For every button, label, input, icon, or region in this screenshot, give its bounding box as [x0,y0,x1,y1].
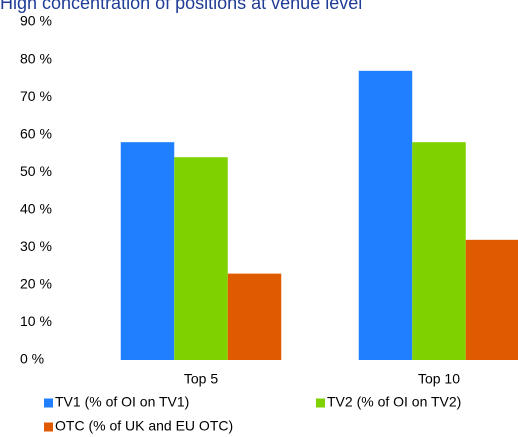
legend-label: TV1 (% of OI on TV1) [55,394,189,410]
x-tick-label: Top 10 [418,371,460,387]
y-tick-label: 30 % [20,238,52,254]
x-tick-label: Top 5 [184,371,218,387]
legend-swatch [44,422,53,432]
bar [227,273,282,360]
y-tick-label: 70 % [20,88,52,104]
y-tick-label: 40 % [20,200,52,216]
bar [412,142,466,360]
chart-title: High concentration of positions at venue… [0,0,362,13]
bar [465,239,518,360]
legend-swatch [44,398,53,408]
y-tick-label: 60 % [20,125,52,141]
legend-label: OTC (% of UK and EU OTC) [55,418,233,434]
legend-label: TV2 (% of OI on TV2) [327,394,461,410]
y-tick-label: 20 % [20,276,52,292]
legend-swatch [316,398,325,408]
y-tick-label: 10 % [20,313,52,329]
y-tick-label: 50 % [20,163,52,179]
bar [120,142,175,360]
y-tick-label: 80 % [20,50,52,66]
bar [174,157,228,360]
bar [358,70,413,361]
y-tick-label: 90 % [20,13,52,29]
y-tick-label: 0 % [20,351,44,367]
